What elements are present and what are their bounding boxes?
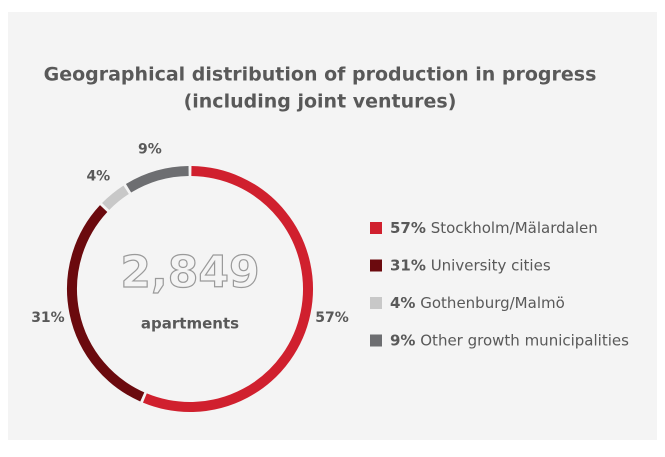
- slice-label: 57%: [315, 310, 349, 326]
- slice-label: 31%: [31, 310, 65, 326]
- legend-label: Other growth municipalities: [420, 331, 629, 349]
- chart-title: (including joint ventures): [184, 91, 457, 113]
- legend-label: Gothenburg/Malmö: [420, 294, 565, 312]
- legend-value: 57%: [390, 219, 426, 237]
- panel: [8, 12, 657, 440]
- legend-label: University cities: [431, 256, 551, 274]
- legend-swatch: [370, 222, 382, 234]
- donut-slice: [102, 185, 129, 211]
- legend-value: 9%: [390, 331, 415, 349]
- donut-slice: [125, 166, 189, 193]
- legend-value: 4%: [390, 294, 415, 312]
- legend-entry: 9% Other growth municipalities: [390, 331, 629, 349]
- legend-label: Stockholm/Mälardalen: [431, 219, 598, 237]
- legend-swatch: [370, 259, 382, 272]
- legend-entry: 57% Stockholm/Mälardalen: [390, 219, 598, 237]
- slice-label: 4%: [86, 169, 110, 185]
- legend-entry: 31% University cities: [390, 256, 551, 274]
- legend-swatch: [370, 334, 382, 347]
- chart-title: Geographical distribution of production …: [44, 64, 597, 86]
- legend-swatch: [370, 297, 382, 309]
- legend-value: 31%: [390, 256, 426, 274]
- center-value: 2,849: [120, 247, 259, 298]
- donut-slice: [67, 205, 145, 402]
- legend-entry: 4% Gothenburg/Malmö: [390, 294, 565, 312]
- donut-slice: [142, 166, 313, 412]
- center-text: apartments: [141, 315, 239, 333]
- slice-label: 9%: [138, 142, 162, 158]
